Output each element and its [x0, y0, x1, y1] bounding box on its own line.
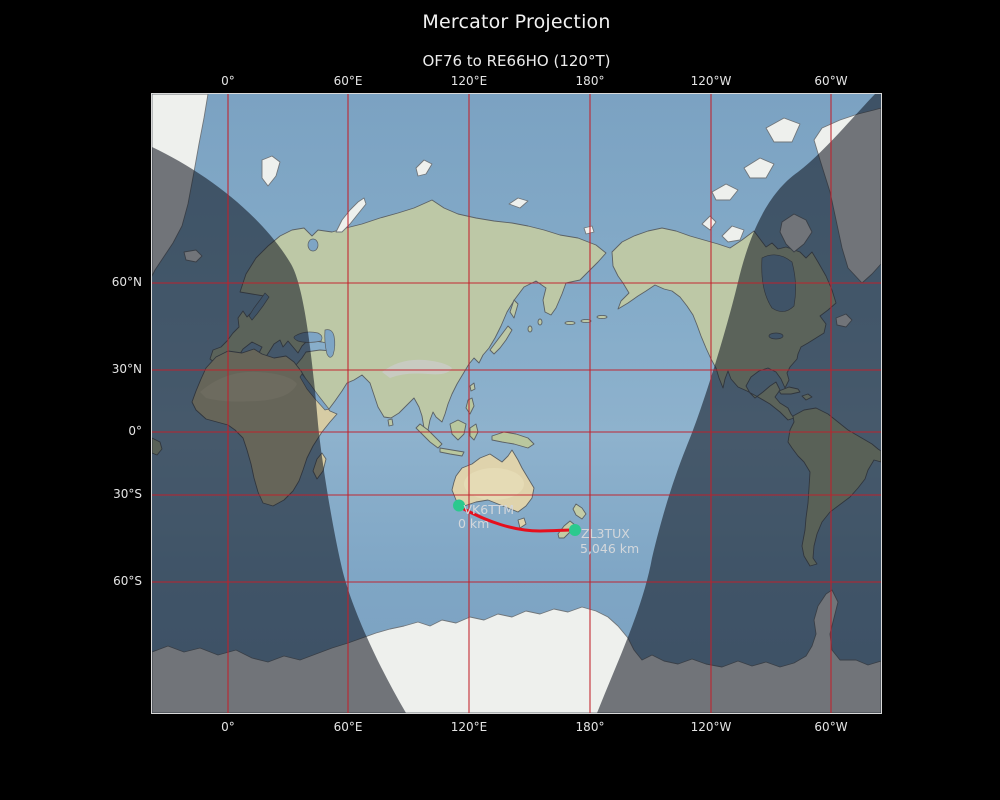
- island-sri-lanka: [387, 418, 394, 427]
- island-philippines: [465, 397, 475, 415]
- island-sakhalin: [509, 299, 519, 319]
- station-distance-label: 5,046 km: [580, 541, 639, 556]
- station-callsign-label: VK6TTM: [464, 502, 515, 517]
- x-tick-bottom: 120°W: [690, 720, 732, 734]
- x-tick-bottom: 60°W: [814, 720, 848, 734]
- night-region-west: [152, 147, 406, 713]
- great-circle-path: [458, 505, 575, 533]
- island-banks: [701, 215, 717, 231]
- x-tick-bottom: 180°: [575, 720, 605, 734]
- outback-desert: [464, 468, 524, 500]
- x-tick-top: 180°: [575, 74, 605, 88]
- island-victoria: [721, 225, 745, 243]
- map-axes: VK6TTM 0 km ZL3TUX 5,046 km: [151, 93, 882, 714]
- island-svalbard: [261, 155, 281, 187]
- y-tick: 30°S: [113, 487, 142, 501]
- kuril-islands: [527, 325, 533, 333]
- island-devon: [743, 157, 775, 179]
- x-tick-top: 120°E: [450, 74, 488, 88]
- island-japan: [489, 325, 513, 355]
- island-new-guinea: [491, 431, 535, 449]
- island-taiwan: [469, 382, 476, 392]
- y-tick: 60°N: [111, 275, 142, 289]
- aleutian-islands: [564, 320, 576, 326]
- x-tick-bottom: 120°E: [450, 720, 488, 734]
- x-tick-bottom: 60°E: [333, 720, 363, 734]
- x-tick-top: 60°E: [333, 74, 363, 88]
- station-marker-zl3tux: [569, 524, 581, 536]
- island-ellesmere: [765, 117, 801, 143]
- night-region: [152, 94, 881, 713]
- island-sumatra: [415, 423, 443, 449]
- x-tick-top: 120°W: [690, 74, 732, 88]
- x-tick-bottom: 0°: [221, 720, 235, 734]
- himalaya-plateau: [382, 359, 452, 378]
- x-tick-top: 60°W: [814, 74, 848, 88]
- night-region-east: [597, 94, 881, 713]
- island-parry: [711, 183, 739, 201]
- island-novaya-zemlya: [335, 197, 367, 233]
- island-severnaya-zemlya: [415, 159, 433, 177]
- aleutian-islands: [596, 314, 608, 320]
- island-tasmania: [517, 517, 527, 529]
- figure-title: Mercator Projection: [422, 11, 611, 33]
- y-tick: 60°S: [113, 574, 142, 588]
- kuril-islands: [537, 318, 543, 326]
- island-borneo: [449, 419, 467, 441]
- y-tick: 30°N: [111, 362, 142, 376]
- caspian-sea: [324, 329, 336, 358]
- y-tick: 0°: [128, 424, 142, 438]
- white-sea: [307, 238, 319, 252]
- nz-north-island: [572, 503, 587, 520]
- x-tick-top: 0°: [221, 74, 235, 88]
- world-map-canvas: VK6TTM 0 km ZL3TUX 5,046 km: [152, 94, 881, 713]
- station-distance-label: 0 km: [458, 516, 489, 531]
- aleutian-islands: [580, 318, 592, 324]
- axes-title-route: OF76 to RE66HO (120°T): [422, 52, 611, 70]
- station-marker-vk6ttm: [453, 499, 465, 512]
- station-callsign-label: ZL3TUX: [581, 526, 630, 541]
- island-java: [439, 447, 465, 457]
- island-new-siberian: [508, 197, 529, 209]
- island-wrangel: [583, 225, 595, 235]
- graticule: [152, 94, 881, 713]
